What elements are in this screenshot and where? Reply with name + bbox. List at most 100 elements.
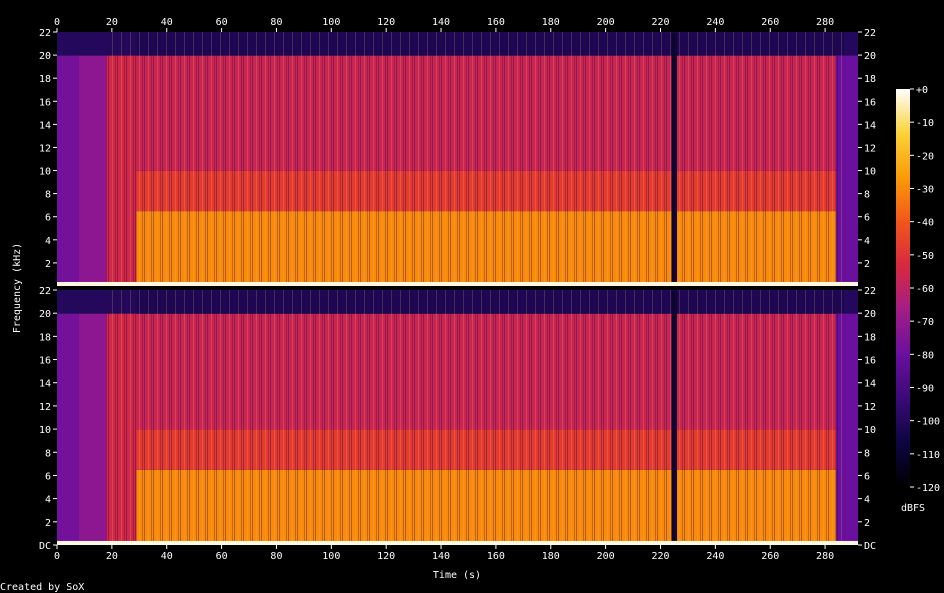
x-tick-label: 180: [542, 551, 560, 562]
low-frequency-band: [57, 281, 858, 286]
y-tick-label: 8: [864, 190, 870, 201]
y-tick-label: 4: [45, 495, 51, 506]
colorbar-tick-label: -70: [916, 317, 934, 328]
texture-overlay: [106, 290, 845, 545]
colorbar-tick-label: -40: [916, 218, 934, 229]
y-tick-label: 8: [864, 448, 870, 459]
y-tick-label: 18: [864, 74, 876, 85]
y-tick-label: 20: [864, 309, 876, 320]
y-tick-label: 22: [39, 286, 51, 297]
colorbar-tick-label: -100: [916, 417, 940, 428]
x-tick-label: 140: [432, 551, 450, 562]
x-axis-top: 0 20 40 60 80 100 120 140 160 180 200 220 240 260 280: [54, 17, 834, 32]
x-tick-label: 240: [706, 551, 724, 562]
x-tick-label: 80: [270, 551, 282, 562]
y-tick-label: 14: [39, 120, 51, 131]
x-tick-label: 220: [651, 551, 669, 562]
x-tick-label: 120: [377, 551, 395, 562]
x-tick-label: 140: [432, 17, 450, 28]
x-tick-label: 100: [322, 17, 340, 28]
y-axis-left: 2 4 6 8 10 12 14 16 18 20 22 DC 2 4 6 8 10 12 14 16 18 20 22: [39, 28, 57, 552]
y-tick-label: 10: [864, 167, 876, 178]
colorbar-tick-label: -120: [916, 483, 940, 494]
x-tick-label: 160: [487, 551, 505, 562]
y-tick-label: 14: [864, 379, 876, 390]
colorbar-ticks: +0 -10 -20 -30 -40 -50 -60 -70 -80 -90 -100 -110 -12…: [910, 85, 940, 494]
x-tick-label: 40: [161, 17, 173, 28]
y-tick-label: 16: [39, 97, 51, 108]
x-tick-label: 120: [377, 17, 395, 28]
y-tick-label: 20: [864, 51, 876, 62]
spectral-region: [78, 55, 107, 286]
y-tick-label: 10: [864, 425, 876, 436]
y-tick-label: 8: [45, 448, 51, 459]
colorbar: [896, 89, 910, 487]
x-tick-label: 80: [270, 17, 282, 28]
x-tick-label: 260: [761, 551, 779, 562]
y-tick-label: DC: [864, 541, 876, 552]
colorbar-tick-label: -80: [916, 350, 934, 361]
y-tick-label: 12: [864, 143, 876, 154]
x-tick-label: 60: [216, 17, 228, 28]
x-tick-label: 220: [651, 17, 669, 28]
low-frequency-band: [57, 540, 858, 545]
y-axis-title: Frequency (kHz): [12, 243, 23, 333]
channel-2-spectrogram: [57, 290, 858, 545]
colorbar-tick-label: +0: [916, 85, 928, 96]
y-tick-label: 4: [864, 495, 870, 506]
x-tick-label: 200: [597, 551, 615, 562]
y-tick-label: 6: [864, 213, 870, 224]
y-tick-label: 22: [39, 28, 51, 39]
y-tick-label: 6: [45, 213, 51, 224]
y-tick-label: 10: [39, 167, 51, 178]
x-tick-label: 40: [161, 551, 173, 562]
x-tick-label: 20: [106, 551, 118, 562]
x-tick-label: 60: [216, 551, 228, 562]
y-tick-label: 6: [864, 471, 870, 482]
texture-overlay: [106, 32, 845, 286]
x-axis-title: Time (s): [433, 570, 481, 581]
spectral-region: [57, 313, 79, 545]
y-tick-label: 18: [39, 332, 51, 343]
spectral-region: [57, 55, 79, 286]
y-tick-label: 18: [864, 332, 876, 343]
channel-1-spectrogram: [57, 32, 858, 287]
colorbar-tick-label: -60: [916, 284, 934, 295]
y-tick-label: 8: [45, 190, 51, 201]
colorbar-tick-label: -90: [916, 384, 934, 395]
y-tick-label: 14: [39, 379, 51, 390]
y-tick-label: 2: [864, 259, 870, 270]
y-tick-label: 16: [864, 97, 876, 108]
y-tick-label: 22: [864, 286, 876, 297]
y-tick-label: 6: [45, 471, 51, 482]
colorbar-tick-label: -110: [916, 450, 940, 461]
colorbar-tick-label: -10: [916, 118, 934, 129]
y-tick-label: 14: [864, 120, 876, 131]
y-tick-label: 18: [39, 74, 51, 85]
x-tick-label: 160: [487, 17, 505, 28]
colorbar-tick-label: -30: [916, 185, 934, 196]
x-tick-label: 280: [816, 17, 834, 28]
x-tick-label: 260: [761, 17, 779, 28]
colorbar-tick-label: -50: [916, 251, 934, 262]
colorbar-label: dBFS: [901, 503, 925, 514]
spectral-region: [78, 313, 107, 545]
x-tick-label: 0: [54, 17, 60, 28]
y-axis-right: 2 4 6 8 10 12 14 16 18 20 22 DC 2 4 6 8 10 12 14 16 18 20 22: [858, 28, 876, 552]
y-tick-label: 16: [864, 356, 876, 367]
colorbar-tick-label: -20: [916, 151, 934, 162]
x-axis-bottom: 0 20 40 60 80 100 120 140 160 180 200 220 240 260 280: [54, 545, 834, 562]
x-tick-label: 240: [706, 17, 724, 28]
x-tick-label: 0: [54, 551, 60, 562]
y-tick-label: 2: [45, 259, 51, 270]
y-tick-label: 12: [39, 143, 51, 154]
y-tick-label: 12: [864, 402, 876, 413]
y-tick-label: 2: [45, 518, 51, 529]
y-tick-label: 20: [39, 51, 51, 62]
y-tick-label: 16: [39, 356, 51, 367]
y-tick-label: 4: [45, 236, 51, 247]
x-tick-label: 280: [816, 551, 834, 562]
x-tick-label: 180: [542, 17, 560, 28]
x-tick-label: 100: [322, 551, 340, 562]
